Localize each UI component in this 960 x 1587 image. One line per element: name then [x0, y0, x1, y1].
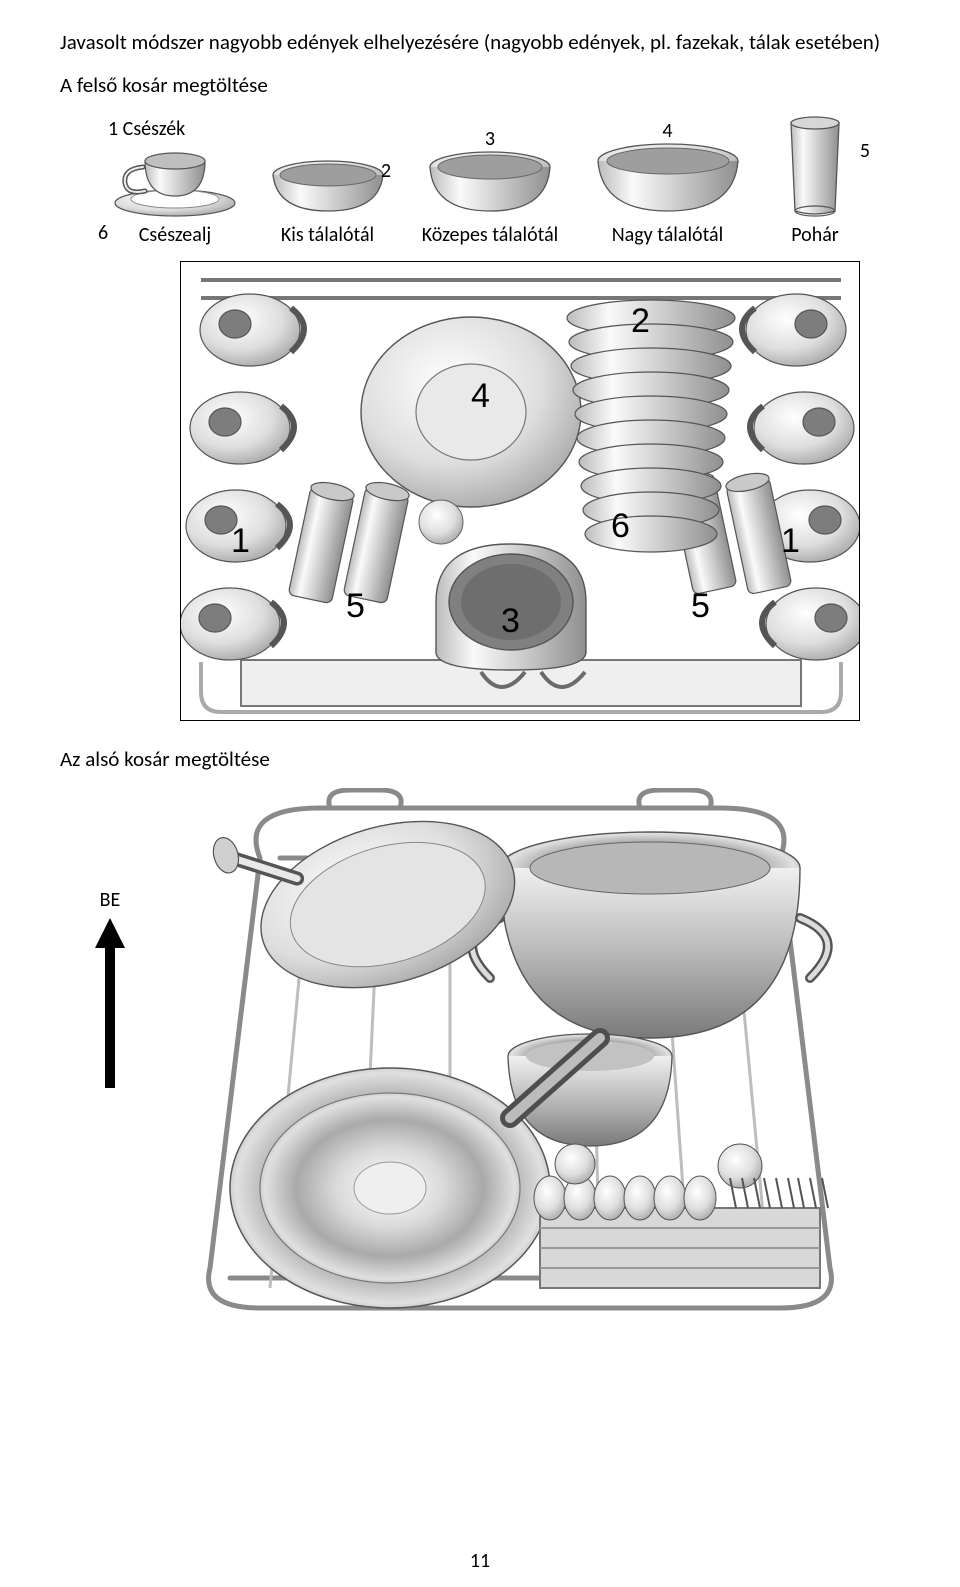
upper-basket-svg: [181, 262, 860, 721]
upper-basket-heading: A felső kosár megtöltése: [60, 71, 900, 100]
legend-num-2: 2: [381, 159, 391, 183]
legend-item-glass: 5 Pohár: [760, 115, 870, 247]
callout-2: 2: [631, 302, 650, 341]
callout-6: 6: [611, 507, 630, 546]
upper-basket-diagram: BE: [180, 261, 860, 721]
glasses-left: [288, 479, 411, 604]
glass-icon: [783, 115, 847, 219]
legend-label-saucer: Csészealj: [139, 223, 211, 247]
page-number: 11: [0, 1549, 960, 1573]
callout-5-left: 5: [346, 587, 365, 626]
arrow-up-icon: [95, 918, 125, 1088]
direction-indicator-lower: BE: [95, 888, 125, 1088]
legend-item-largebowl: 4 Nagy tálalótál: [575, 119, 760, 247]
legend-label-4: Nagy tálalótál: [612, 223, 723, 247]
legend-item-medbowl: 3 Közepes tálalótál: [405, 127, 575, 247]
cups-left: [181, 294, 304, 660]
medium-bowl-icon: [420, 147, 560, 219]
callout-4: 4: [471, 377, 490, 416]
lid: [209, 788, 534, 1022]
legend-num-1: 1 Csészék: [108, 117, 185, 141]
large-bowl-icon: [588, 139, 748, 219]
legend-item-cup: 1 Csészék 6 Csészealj: [100, 117, 250, 247]
pot: [472, 832, 828, 1038]
callout-1-left: 1: [231, 522, 250, 561]
callout-5-right: 5: [691, 587, 710, 626]
legend-label-5: Pohár: [791, 223, 839, 247]
legend-label-3: Közepes tálalótál: [422, 223, 558, 247]
legend-row: 1 Csészék 6 Csészealj 2 Kis tálalótál 3 …: [100, 115, 900, 247]
legend-label-2: Kis tálalótál: [281, 223, 374, 247]
cup-saucer-icon: [105, 141, 245, 219]
direction-label-lower: BE: [100, 888, 121, 912]
heading-method: Javasolt módszer nagyobb edények elhelye…: [60, 28, 900, 57]
callout-3: 3: [501, 602, 520, 641]
lower-basket-diagram: BE: [180, 788, 860, 1323]
legend-num-6: 6: [98, 221, 108, 245]
legend-item-smallbowl: 2 Kis tálalótál: [250, 153, 405, 247]
small-bowl-icon: [263, 153, 393, 219]
lower-basket-heading: Az alsó kosár megtöltése: [60, 745, 900, 774]
legend-num-5: 5: [860, 139, 870, 163]
lower-basket-svg: [180, 788, 860, 1323]
callout-1-right: 1: [781, 522, 800, 561]
stacked-dishes: [567, 300, 735, 552]
